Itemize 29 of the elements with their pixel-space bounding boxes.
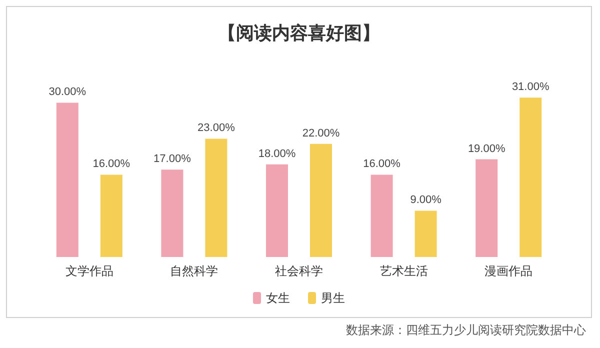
- legend-label: 男生: [321, 291, 345, 305]
- x-tick-label: 文学作品: [65, 264, 114, 278]
- bar: [266, 164, 288, 257]
- data-label: 23.00%: [198, 122, 236, 134]
- bar: [205, 138, 228, 257]
- bar: [310, 144, 332, 257]
- data-label: 9.00%: [410, 194, 442, 206]
- data-label: 31.00%: [512, 81, 550, 94]
- bar: [370, 174, 393, 257]
- x-tick-label: 漫画作品: [484, 264, 533, 278]
- bar: [56, 102, 78, 257]
- legend-label: 女生: [266, 291, 290, 305]
- x-tick-label: 自然科学: [170, 264, 218, 278]
- bar: [520, 98, 542, 257]
- data-label: 16.00%: [363, 158, 401, 170]
- bar: [414, 210, 437, 257]
- chart-title: 【阅读内容喜好图】: [218, 23, 380, 43]
- x-tick-label: 艺术生活: [380, 264, 428, 278]
- data-label: 19.00%: [468, 142, 506, 155]
- data-label: 22.00%: [302, 127, 340, 140]
- bar: [100, 174, 122, 257]
- data-label: 18.00%: [258, 148, 296, 160]
- bar: [476, 159, 498, 257]
- data-label: 16.00%: [92, 158, 130, 170]
- data-label: 30.00%: [48, 86, 86, 98]
- bar: [161, 170, 184, 257]
- source-note: 数据来源：四维五力少儿阅读研究院数据中心: [346, 322, 586, 339]
- data-label: 17.00%: [154, 153, 192, 166]
- x-tick-label: 社会科学: [275, 264, 323, 278]
